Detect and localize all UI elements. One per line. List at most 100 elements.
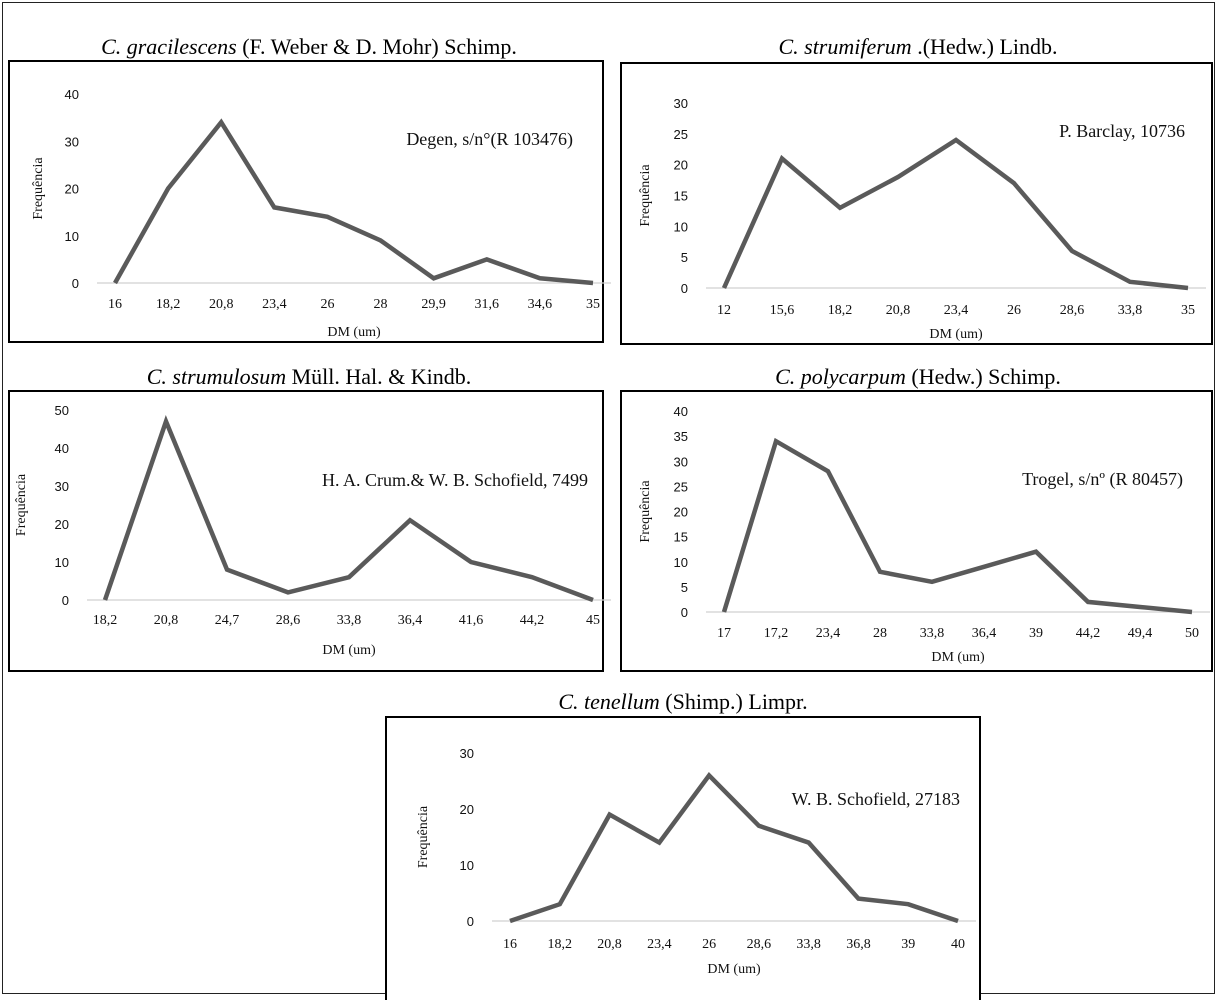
- data-point: [896, 175, 900, 179]
- x-axis-title: DM (um): [327, 325, 381, 340]
- panel-title-gracilescens: C. gracilescens (F. Weber & D. Mohr) Sch…: [8, 34, 610, 60]
- panel-title-strumiferum: C. strumiferum .(Hedw.) Lindb.: [620, 34, 1216, 60]
- x-tick-label: 20,8: [886, 303, 911, 318]
- x-tick-label: 34,6: [528, 297, 553, 312]
- y-tick-label: 40: [674, 404, 688, 419]
- data-point: [1190, 610, 1194, 614]
- chart-strumiferum: 0 5 10 15 20 25 30 12 15,6 18,2 20,8 23,4 26 28,6 33,8…: [620, 62, 1213, 345]
- specimen-annotation: P. Barclay, 10736: [1059, 121, 1185, 141]
- x-axis-title: DM (um): [931, 650, 985, 665]
- x-tick-label: 18,2: [156, 297, 181, 312]
- data-point: [485, 257, 489, 261]
- x-tick-label: 36,4: [398, 613, 423, 628]
- data-point: [538, 276, 542, 280]
- data-point: [757, 824, 761, 828]
- species-authority: Müll. Hal. & Kindb.: [286, 364, 472, 389]
- data-point: [530, 575, 534, 579]
- x-tick-label: 12: [717, 303, 731, 318]
- series-line: [721, 437, 1193, 615]
- y-tick-label: 25: [674, 127, 688, 142]
- y-tick-label: 0: [681, 281, 688, 296]
- data-point: [591, 281, 595, 285]
- x-tick-label: 31,6: [475, 297, 500, 312]
- y-tick-label: 50: [55, 403, 69, 418]
- x-tick-label: 39: [901, 937, 915, 952]
- data-point: [166, 187, 170, 191]
- chart-svg: 0 10 20 30 40 50 18,2 20,8 24,7 28,6 33,8 36,4 41,6 4…: [14, 403, 611, 658]
- data-point: [878, 570, 882, 574]
- y-tick-label: 0: [72, 276, 79, 291]
- y-axis-title: Frequência: [31, 157, 46, 220]
- x-tick-label: 50: [1185, 626, 1199, 641]
- x-tick-label: 20,8: [209, 297, 234, 312]
- y-tick-label: 0: [467, 914, 474, 929]
- x-tick-label: 33,8: [337, 613, 362, 628]
- x-tick-label: 23,4: [944, 303, 969, 318]
- data-point: [1012, 181, 1016, 185]
- y-tick-label: 20: [674, 505, 688, 520]
- y-tick-label: 15: [674, 189, 688, 204]
- data-point: [219, 120, 223, 124]
- data-point: [408, 518, 412, 522]
- data-point: [807, 841, 811, 845]
- data-point: [164, 419, 168, 423]
- species-authority: (F. Weber & D. Mohr) Schimp.: [236, 34, 517, 59]
- x-tick-label: 28,6: [1060, 303, 1085, 318]
- series-line: [102, 415, 594, 603]
- series-line: [113, 118, 594, 286]
- data-point: [707, 773, 711, 777]
- y-tick-label: 30: [674, 96, 688, 111]
- y-tick-label: 30: [674, 454, 688, 469]
- data-point: [930, 580, 934, 584]
- chart-svg: 0 5 10 15 20 25 30 35 40 17 17,2 23,4 28 33,8 36,4 39 44…: [638, 404, 1210, 665]
- data-point: [826, 469, 830, 473]
- species-name: C. strumiferum: [778, 34, 912, 59]
- species-name: C. strumulosum: [146, 364, 287, 389]
- y-tick-label: 40: [65, 87, 79, 102]
- y-tick-label: 35: [674, 429, 688, 444]
- y-tick-label: 20: [65, 182, 79, 197]
- y-axis-title: Frequência: [416, 805, 431, 868]
- specimen-annotation: Trogel, s/nº (R 80457): [1022, 469, 1183, 490]
- x-tick-label: 41,6: [459, 613, 484, 628]
- x-tick-label: 26: [1007, 303, 1021, 318]
- x-tick-label: 26: [320, 297, 334, 312]
- y-tick-label: 20: [674, 158, 688, 173]
- y-tick-label: 10: [65, 229, 79, 244]
- x-tick-label: 23,4: [816, 626, 841, 641]
- data-point: [722, 610, 726, 614]
- chart-svg: 0 5 10 15 20 25 30 12 15,6 18,2 20,8 23,4 26 28,6 33,8…: [638, 96, 1206, 342]
- series-line: [721, 137, 1189, 291]
- data-point: [1086, 600, 1090, 604]
- y-tick-label: 40: [55, 441, 69, 456]
- chart-tenellum: 0 10 20 30 16 18,2 20,8 23,4 26 28,6 33,8 36,8 39 40 D…: [385, 716, 981, 1000]
- chart-polycarpum: 0 5 10 15 20 25 30 35 40 17 17,2 23,4 28 33,8 36,4 39 44…: [620, 390, 1213, 672]
- x-axis-title: DM (um): [322, 643, 376, 658]
- x-tick-label: 44,2: [520, 613, 545, 628]
- y-tick-label: 0: [681, 605, 688, 620]
- data-point: [1034, 550, 1038, 554]
- x-tick-label: 17: [717, 626, 731, 641]
- x-tick-label: 36,8: [846, 937, 871, 952]
- y-tick-label: 5: [681, 580, 688, 595]
- specimen-annotation: H. A. Crum.& W. B. Schofield, 7499: [322, 470, 588, 490]
- chart-svg: 0 10 20 30 40 16 18,2 20,8 23,4 26 28 29,9 31,6 34,6 3…: [31, 87, 611, 340]
- y-tick-label: 30: [65, 134, 79, 149]
- panel-title-polycarpum: C. polycarpum (Hedw.) Schimp.: [620, 364, 1216, 390]
- chart-strumulosum: 0 10 20 30 40 50 18,2 20,8 24,7 28,6 33,8 36,4 41,6 4…: [8, 390, 611, 672]
- species-name: C. tenellum: [558, 689, 660, 714]
- specimen-annotation: W. B. Schofield, 27183: [792, 789, 960, 809]
- x-tick-label: 49,4: [1128, 626, 1153, 641]
- x-tick-label: 35: [586, 297, 600, 312]
- species-name: C. polycarpum: [775, 364, 906, 389]
- x-axis-title: DM (um): [707, 962, 761, 977]
- data-point: [379, 238, 383, 242]
- x-tick-label: 28,6: [276, 613, 301, 628]
- data-point: [982, 565, 986, 569]
- x-tick-label: 28: [374, 297, 388, 312]
- y-tick-label: 25: [674, 479, 688, 494]
- data-point: [856, 897, 860, 901]
- data-point: [956, 919, 960, 923]
- data-point: [103, 598, 107, 602]
- panel-title-tenellum: C. tenellum (Shimp.) Limpr.: [385, 689, 981, 715]
